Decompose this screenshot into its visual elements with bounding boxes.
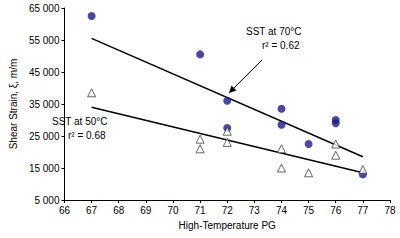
svg-text:76: 76 [330, 205, 342, 216]
svg-text:45 000: 45 000 [29, 67, 60, 78]
svg-text:72: 72 [222, 205, 234, 216]
svg-text:73: 73 [249, 205, 261, 216]
svg-text:55 000: 55 000 [29, 35, 60, 46]
svg-text:25 000: 25 000 [29, 131, 60, 142]
svg-text:35 000: 35 000 [29, 99, 60, 110]
svg-text:5 000: 5 000 [34, 195, 59, 206]
svg-text:71: 71 [195, 205, 207, 216]
svg-text:70: 70 [167, 205, 179, 216]
svg-text:r² = 0.62: r² = 0.62 [262, 40, 300, 51]
svg-text:High-Temperature PG: High-Temperature PG [179, 220, 276, 231]
svg-text:75: 75 [303, 205, 315, 216]
svg-text:78: 78 [384, 205, 396, 216]
svg-text:69: 69 [140, 205, 152, 216]
svg-text:68: 68 [113, 205, 125, 216]
svg-text:67: 67 [86, 205, 98, 216]
svg-text:77: 77 [357, 205, 369, 216]
svg-text:66: 66 [59, 205, 71, 216]
svg-text:15 000: 15 000 [29, 163, 60, 174]
svg-text:r² = 0.68: r² = 0.68 [68, 130, 106, 141]
svg-text:65 000: 65 000 [29, 3, 60, 14]
svg-text:Shear Strain, ξ, m/m: Shear Strain, ξ, m/m [8, 59, 20, 150]
svg-text:SST at 70°C: SST at 70°C [246, 26, 302, 37]
svg-text:SST at 50°C: SST at 50°C [52, 116, 108, 127]
svg-text:74: 74 [276, 205, 288, 216]
